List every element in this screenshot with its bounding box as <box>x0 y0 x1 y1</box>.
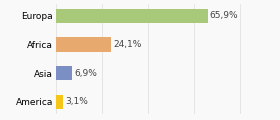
Bar <box>56 9 207 23</box>
Text: 3,1%: 3,1% <box>66 97 88 106</box>
Text: 6,9%: 6,9% <box>74 69 97 78</box>
Bar <box>56 95 63 109</box>
Bar <box>56 66 72 80</box>
Text: 24,1%: 24,1% <box>114 40 142 49</box>
Text: 65,9%: 65,9% <box>210 11 239 20</box>
Bar <box>56 37 111 52</box>
